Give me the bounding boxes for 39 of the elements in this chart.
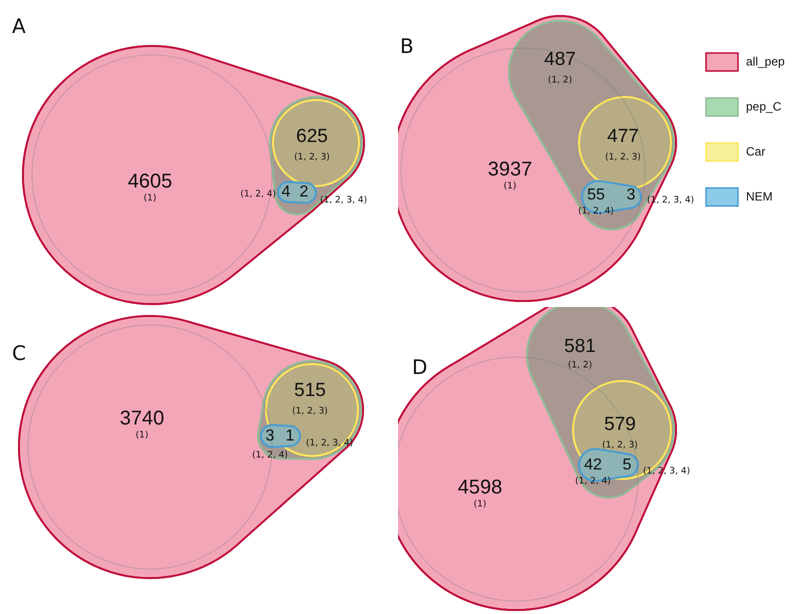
- data-label: 477: [607, 126, 639, 148]
- category-label: (1, 2, 3): [294, 152, 330, 162]
- category-label: (1, 2, 4): [240, 189, 276, 200]
- data-label: 3740: [120, 408, 164, 430]
- data-label: 487: [544, 49, 576, 70]
- category-label: (1, 2, 4): [578, 206, 614, 216]
- text: B: [400, 34, 414, 58]
- text: C: [12, 341, 26, 366]
- category-label: all_pep: [746, 54, 786, 68]
- category-label: NEM: [746, 189, 773, 204]
- data-label: 625: [296, 126, 328, 148]
- category-label: (1): [144, 193, 156, 204]
- data-label: 3: [266, 427, 275, 444]
- category-label: (1, 2, 4): [252, 450, 288, 460]
- data-label: 4598: [458, 476, 502, 499]
- data-label: 3: [626, 186, 636, 204]
- category-label: (1, 2): [548, 75, 572, 86]
- category-label: (1, 2): [568, 360, 592, 370]
- category-label: (1): [474, 499, 486, 510]
- category-label: (1, 2, 3): [602, 440, 638, 450]
- text: A: [12, 14, 26, 38]
- category-label: pep_C: [746, 99, 782, 114]
- text: D: [412, 355, 428, 380]
- data-label: 4605: [128, 170, 172, 193]
- data-label: 4: [282, 183, 291, 200]
- data-label: 2: [300, 183, 309, 200]
- data-label: 3937: [488, 158, 532, 181]
- data-label: 581: [564, 336, 596, 358]
- data-label: 42: [584, 456, 602, 474]
- data-label: 55: [587, 186, 605, 204]
- category-label: (1, 2, 3): [605, 152, 641, 162]
- data-label: 5: [622, 456, 632, 474]
- category-label: Car: [746, 144, 766, 158]
- data-label: 515: [294, 380, 326, 402]
- category-label: (1): [504, 181, 516, 192]
- data-label: 579: [604, 414, 636, 436]
- data-label: 1: [286, 427, 295, 444]
- category-label: (1, 2, 3): [292, 406, 328, 416]
- category-label: (1): [136, 430, 148, 440]
